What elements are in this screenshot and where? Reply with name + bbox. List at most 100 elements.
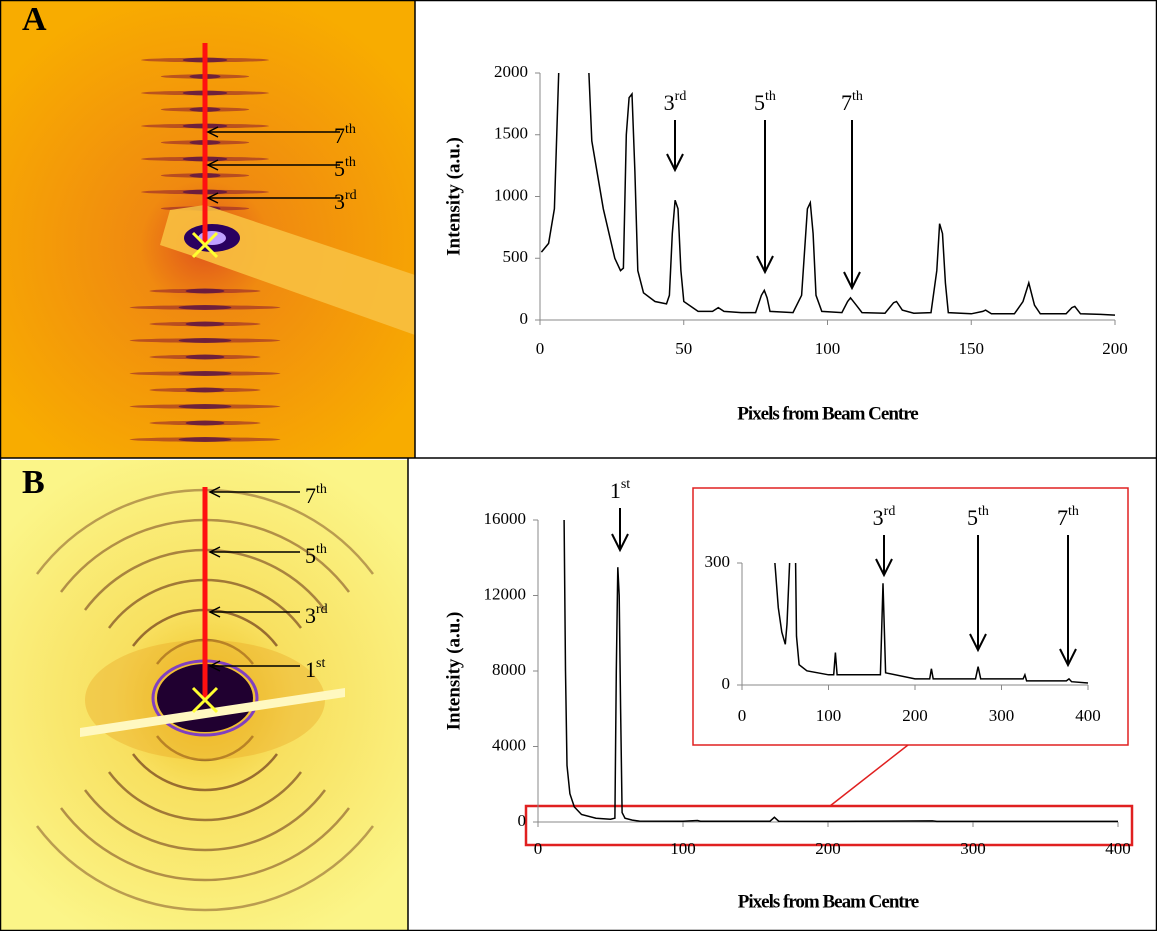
streak-core <box>178 371 232 376</box>
annotation-suffix: th <box>765 89 776 104</box>
streak-core <box>178 305 232 310</box>
x-axis-label: Pixels from Beam Centre <box>738 891 919 912</box>
x-tick-label: 0 <box>534 839 543 858</box>
annotation-number: 7 <box>334 123 345 148</box>
annotation-suffix: st <box>316 656 325 671</box>
data-line <box>563 519 1118 823</box>
annotation-suffix: rd <box>316 602 328 617</box>
annotation-suffix: th <box>852 89 863 104</box>
x-tick-label: 400 <box>1075 706 1101 725</box>
x-tick-label: 100 <box>670 839 696 858</box>
panel-letter: A <box>22 1 47 38</box>
arrow-head <box>208 486 221 498</box>
annotation-number: 3 <box>305 603 316 628</box>
streak-core <box>185 354 225 360</box>
y-tick-label: 12000 <box>484 584 527 603</box>
streak-core <box>185 288 225 294</box>
annotation: 1st <box>305 656 325 682</box>
arrow-head <box>1059 648 1077 668</box>
annotation: 7th <box>334 122 356 148</box>
x-tick-label: 300 <box>960 839 986 858</box>
x-tick-label: 150 <box>959 339 985 358</box>
data-line <box>774 562 1089 684</box>
ring <box>84 789 326 852</box>
y-axis-label: Intensity (a.u.) <box>443 137 464 256</box>
beam-stop <box>80 688 345 737</box>
arrow-head <box>206 159 219 171</box>
annotation: 5th <box>967 504 989 530</box>
x-tick-label: 100 <box>815 339 841 358</box>
y-axis-label: Intensity (a.u.) <box>443 612 464 731</box>
annotation-suffix: rd <box>345 188 357 203</box>
x-tick-label: 50 <box>675 339 692 358</box>
annotation-number: 3 <box>334 189 345 214</box>
y-tick-label: 1500 <box>494 124 528 143</box>
streak-core <box>178 404 232 409</box>
y-tick-label: 0 <box>518 811 527 830</box>
connector <box>829 744 909 807</box>
ring <box>108 771 302 822</box>
annotation-suffix: th <box>978 504 989 519</box>
annotation: 5th <box>754 89 776 115</box>
streak-core <box>178 437 232 442</box>
arrow-head <box>208 546 221 558</box>
arrow-head <box>666 153 684 173</box>
y-tick-label: 300 <box>705 552 731 571</box>
annotation-suffix: th <box>316 482 327 497</box>
y-tick-label: 500 <box>503 247 529 266</box>
annotation-number: 5 <box>967 505 978 530</box>
y-tick-label: 8000 <box>492 660 526 679</box>
annotation: 3rd <box>664 89 687 115</box>
annotation-number: 7 <box>841 90 852 115</box>
arrow-head <box>843 271 861 291</box>
y-tick-label: 16000 <box>484 509 527 528</box>
annotation-number: 7 <box>1057 505 1068 530</box>
streak-core <box>178 338 232 343</box>
annotation: 3rd <box>334 188 357 214</box>
streak-core <box>185 420 225 426</box>
y-tick-label: 4000 <box>492 735 526 754</box>
centre-cross <box>191 686 219 714</box>
annotation-suffix: th <box>1068 504 1079 519</box>
arrow-head <box>208 660 221 672</box>
arrow-head <box>756 255 774 275</box>
ring <box>60 807 350 882</box>
annotation-suffix: th <box>345 155 356 170</box>
annotation: 7th <box>305 482 327 508</box>
diffraction-image-b <box>0 460 408 931</box>
y-tick-label: 2000 <box>494 62 528 81</box>
annotation-number: 3 <box>873 505 884 530</box>
x-tick-label: 100 <box>816 706 842 725</box>
annotation: 3rd <box>873 504 896 530</box>
arrow-head <box>206 192 219 204</box>
annotation: 3rd <box>305 602 328 628</box>
annotation-suffix: th <box>345 122 356 137</box>
chart: 0 500 1000 1500 2000 0 50 100 150 200 Pixels from … <box>443 62 1127 424</box>
y-tick-label: 0 <box>520 309 529 328</box>
streak-core <box>185 387 225 393</box>
x-axis-label: Pixels from Beam Centre <box>737 403 918 424</box>
annotation-suffix: rd <box>884 504 896 519</box>
annotation-suffix: st <box>621 477 630 492</box>
arrow-head <box>206 126 219 138</box>
arrow-head <box>969 633 987 653</box>
x-tick-label: 300 <box>989 706 1015 725</box>
ring <box>36 825 374 912</box>
x-tick-label: 0 <box>536 339 545 358</box>
arrow-head <box>208 606 221 618</box>
diffraction-image-a <box>0 0 415 458</box>
annotation: 5th <box>334 155 356 181</box>
arrow-head <box>611 533 629 553</box>
annotation: 7th <box>841 89 863 115</box>
x-tick-label: 0 <box>738 706 747 725</box>
annotation-number: 3 <box>664 90 675 115</box>
streak-core <box>185 321 225 327</box>
ring <box>156 735 254 762</box>
panel-letter: B <box>22 464 45 501</box>
ring <box>132 753 278 792</box>
annotation-number: 5 <box>334 156 345 181</box>
